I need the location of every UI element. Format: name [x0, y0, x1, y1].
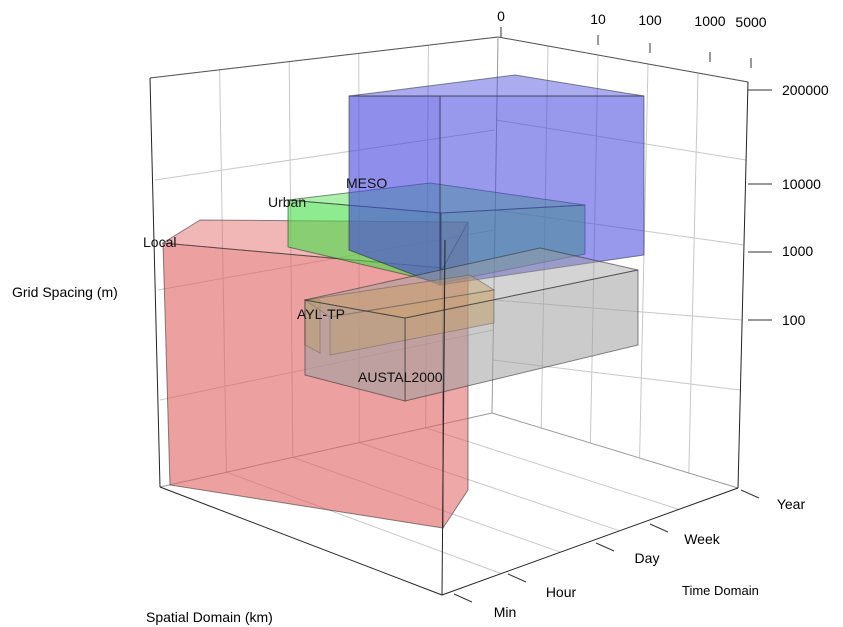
frame-edge-right [737, 81, 749, 489]
frame-edge-floor-back-right [491, 412, 739, 489]
box-label-austal: AUSTAL2000 [358, 369, 443, 385]
time-tick-mark-4 [740, 489, 760, 499]
frame-edge-floor-front-left [159, 486, 443, 596]
grid-tick-0: 100 [782, 312, 806, 328]
model-boxes [161, 74, 645, 530]
spatial-tick-3: 1000 [694, 13, 725, 29]
box-label-meso: MESO [346, 175, 387, 191]
frame-edge-top-back-right [497, 36, 749, 83]
grid-tick-3: 200000 [782, 82, 829, 98]
box-label-ayltp: AYL-TP [297, 306, 345, 322]
box-austal2000-top [304, 247, 639, 319]
spatial-axis-title: Spatial Domain (km) [146, 609, 273, 625]
box-label-urban: Urban [268, 194, 306, 210]
time-tick-1: Hour [546, 584, 577, 600]
time-tick-4: Year [777, 496, 806, 512]
spatial-tick-2: 100 [638, 12, 662, 28]
box-meso-top [348, 74, 645, 97]
spatial-tick-4: 5000 [735, 14, 766, 30]
grid-tick-1: 1000 [782, 243, 813, 259]
tick-marks [453, 27, 772, 603]
box-label-local: Local [143, 234, 176, 250]
frame-edge-top-back-left [149, 36, 499, 79]
grid-line-right-wall [688, 72, 699, 474]
time-tick-mark-1 [507, 573, 527, 583]
time-tick-3: Week [684, 531, 721, 547]
frame-front-edges [149, 77, 749, 596]
box-austal2000 [304, 247, 639, 402]
time-tick-mark-0 [453, 593, 473, 603]
time-tick-2: Day [635, 550, 660, 566]
time-tick-mark-3 [649, 523, 669, 533]
time-tick-mark-2 [595, 542, 615, 552]
time-tick-0: Min [494, 604, 517, 620]
frame-edge-front-left [149, 77, 161, 488]
frame-edge-floor-front-right [441, 487, 739, 596]
spatial-tick-1: 10 [590, 11, 606, 27]
box-meso [348, 74, 645, 286]
grid-line-right-wall [639, 63, 649, 459]
spatial-tick-0: 0 [497, 8, 505, 24]
time-axis-title: Time Domain [682, 583, 759, 598]
grid-tick-2: 10000 [782, 176, 821, 192]
frame-edge-front-vertical [441, 239, 446, 596]
grid-axis-title: Grid Spacing (m) [12, 284, 118, 300]
